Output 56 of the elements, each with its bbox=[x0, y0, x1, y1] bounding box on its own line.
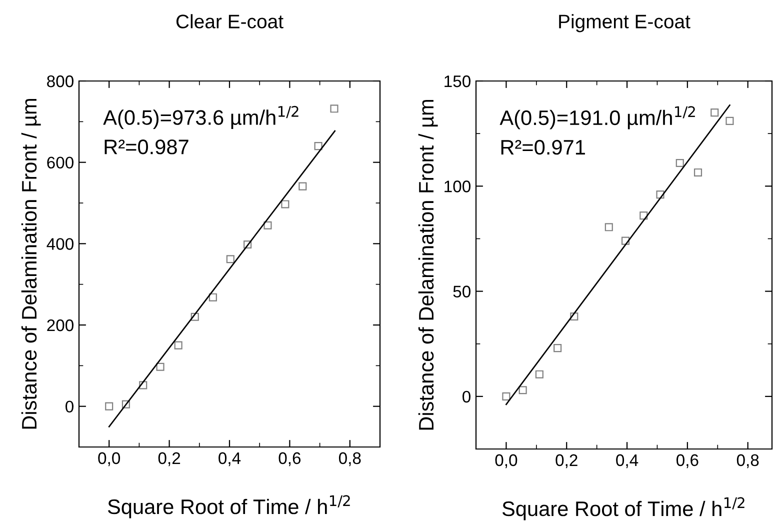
point bbox=[694, 168, 702, 176]
point bbox=[676, 158, 684, 168]
x-tick-label: 0,4 bbox=[218, 452, 241, 466]
annotation: R²=0.987 bbox=[104, 140, 188, 154]
point bbox=[105, 402, 114, 410]
point bbox=[570, 312, 578, 321]
point bbox=[281, 200, 290, 208]
y-tick-label: 100 bbox=[444, 180, 470, 192]
y-tick-label: 0 bbox=[66, 400, 74, 413]
x-axis-title: Square Root of Time / h$^{1/2}$ bbox=[502, 497, 744, 520]
point bbox=[535, 370, 544, 378]
x-tick-label: 0,6 bbox=[278, 452, 301, 466]
point bbox=[518, 386, 527, 394]
annotation: R²=0.971 bbox=[501, 140, 585, 155]
point bbox=[621, 236, 630, 245]
x-tick-label: 0,0 bbox=[98, 452, 120, 466]
y-tick-label: 50 bbox=[453, 286, 470, 298]
point bbox=[656, 190, 664, 199]
point bbox=[710, 108, 719, 117]
annotation: A(0.5)=191.0 µm/h$^{1/2}$ bbox=[500, 106, 695, 130]
point bbox=[244, 240, 252, 249]
y-tick-label: 600 bbox=[47, 156, 74, 169]
x-tick-label: 0,2 bbox=[556, 454, 578, 468]
point bbox=[139, 381, 148, 390]
x-tick-label: 0,6 bbox=[676, 454, 698, 468]
y-tick-label: 800 bbox=[47, 75, 74, 88]
chart-title: Pigment E-coat bbox=[559, 14, 690, 32]
x-tick-label: 0,0 bbox=[495, 454, 518, 468]
point bbox=[226, 255, 234, 264]
point bbox=[502, 392, 510, 400]
point bbox=[174, 341, 182, 350]
point bbox=[330, 104, 338, 113]
y-axis-title: Distance of Delamination Front / µm bbox=[21, 99, 41, 429]
point bbox=[190, 312, 199, 321]
point bbox=[314, 142, 322, 150]
point bbox=[554, 344, 562, 352]
y-tick-label: 400 bbox=[46, 238, 74, 250]
chart-title: Clear E-coat bbox=[176, 14, 284, 28]
point bbox=[122, 400, 130, 408]
point bbox=[298, 182, 307, 190]
point bbox=[264, 221, 272, 230]
x-tick-label: 0,8 bbox=[736, 454, 759, 468]
x-tick-label: 0,4 bbox=[616, 454, 638, 468]
y-axis-title: Distance of Delamination Front / µm bbox=[418, 100, 438, 430]
y-tick-label: 150 bbox=[444, 75, 470, 88]
point bbox=[726, 116, 734, 125]
point bbox=[640, 212, 648, 220]
point bbox=[604, 223, 613, 232]
annotation: A(0.5)=973.6 µm/h$^{1/2}$ bbox=[103, 106, 298, 130]
y-tick-label: 0 bbox=[462, 390, 470, 403]
y-tick-label: 200 bbox=[47, 319, 74, 332]
x-tick-label: 0,2 bbox=[158, 452, 180, 466]
x-tick-label: 0,8 bbox=[338, 452, 361, 466]
x-axis-title: Square Root of Time / h$^{1/2}$ bbox=[108, 495, 350, 518]
point bbox=[156, 362, 164, 371]
point bbox=[208, 293, 217, 302]
